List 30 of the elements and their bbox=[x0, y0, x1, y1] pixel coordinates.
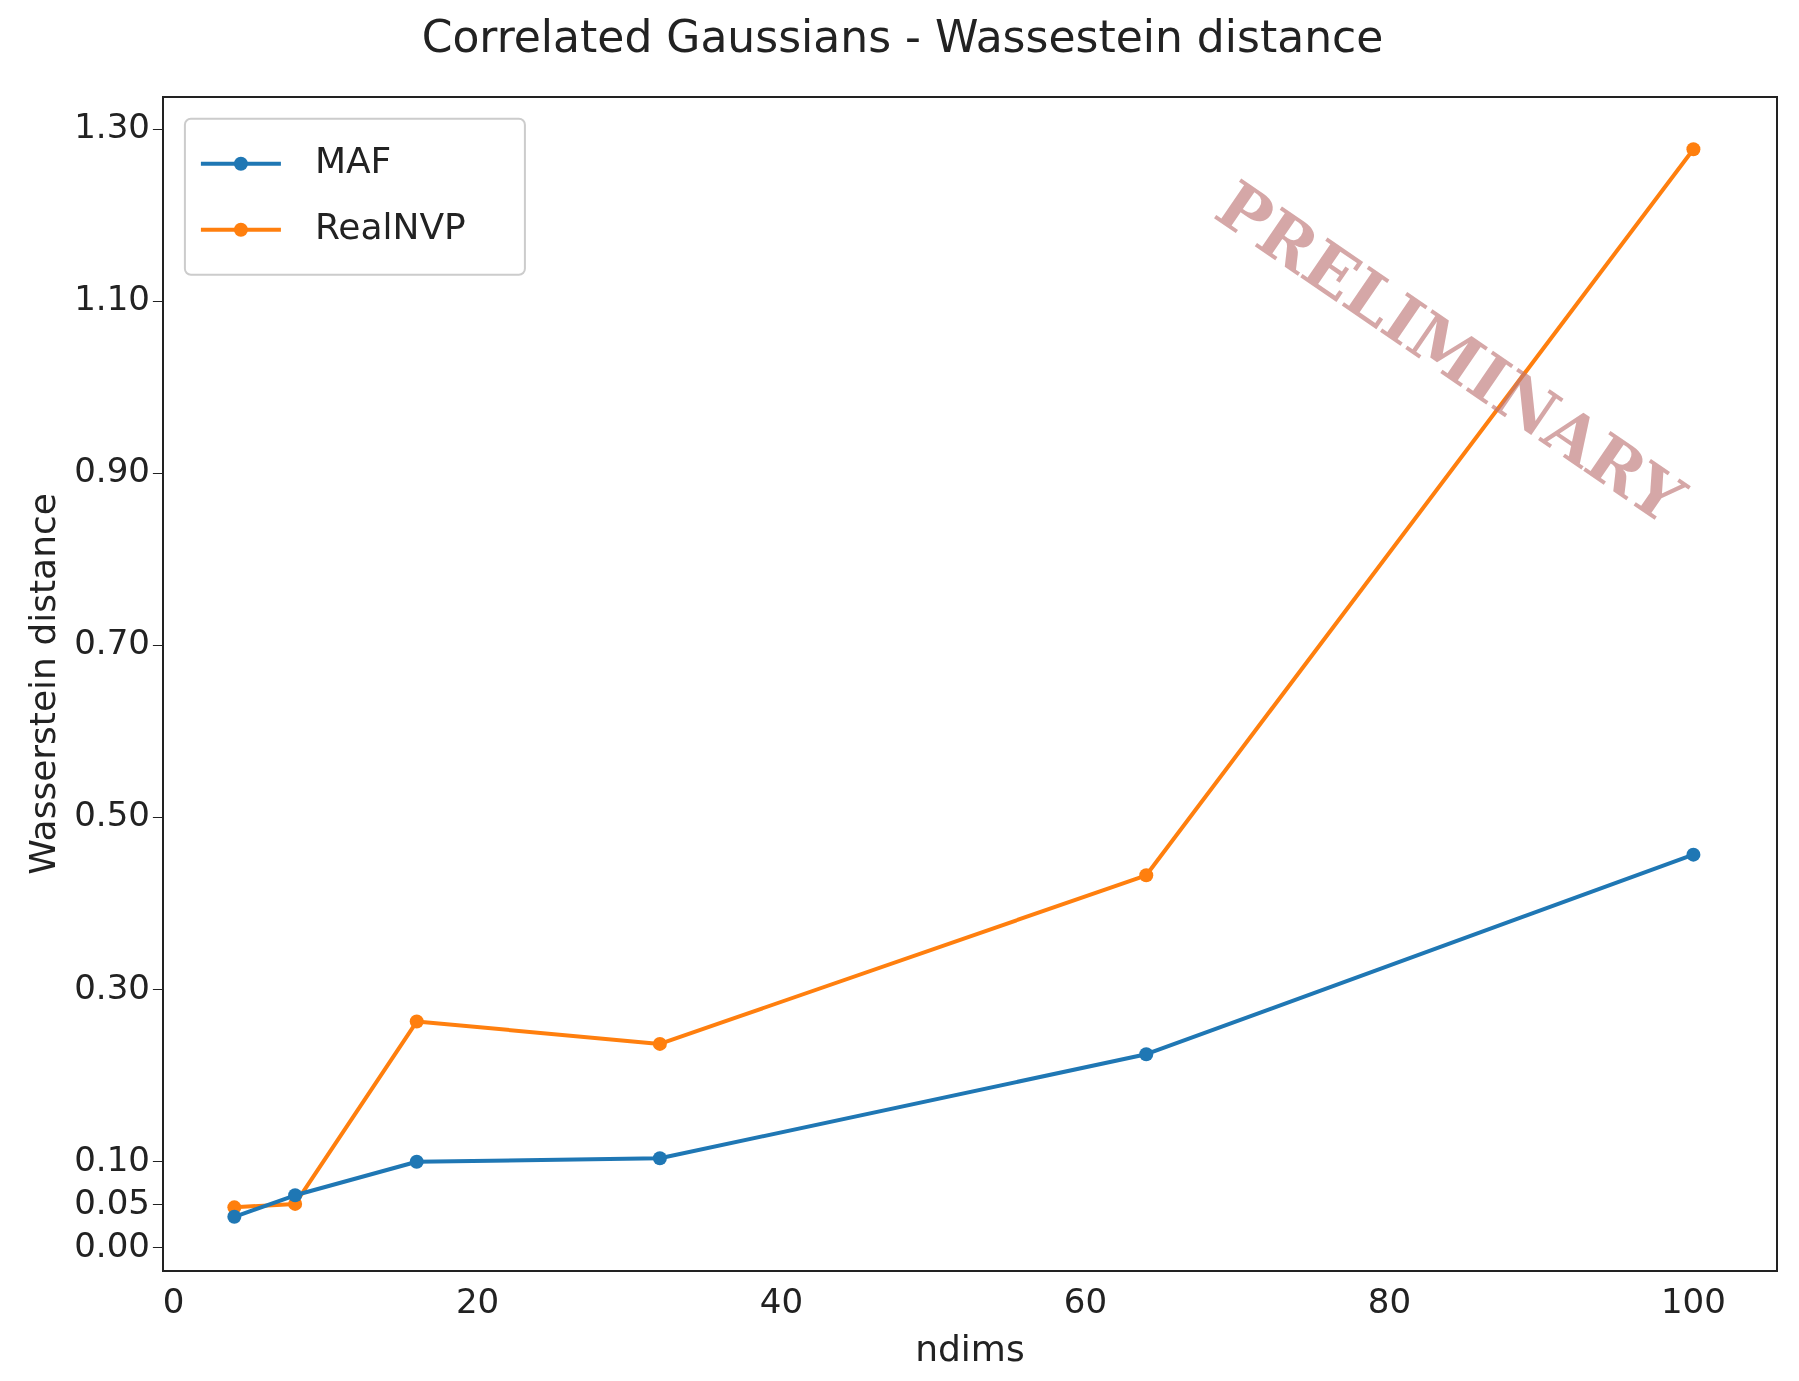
y-tick-label: 0.10 bbox=[74, 1138, 150, 1179]
chart-title: Correlated Gaussians - Wassestein distance bbox=[421, 10, 1384, 62]
point bbox=[227, 1209, 242, 1224]
y-tick-label: 0.05 bbox=[74, 1181, 150, 1222]
point bbox=[1686, 847, 1701, 862]
point bbox=[1139, 868, 1154, 883]
point bbox=[1686, 142, 1701, 157]
x-axis-title: ndims bbox=[915, 1327, 1025, 1369]
x-tick-label: 60 bbox=[1063, 1281, 1108, 1322]
point bbox=[652, 1036, 667, 1051]
y-tick-label: 1.10 bbox=[74, 278, 150, 319]
legend-label: MAF bbox=[314, 140, 392, 182]
y-tick-label: 0.50 bbox=[74, 794, 150, 835]
x-tick-label: 0 bbox=[162, 1281, 185, 1322]
point bbox=[652, 1151, 667, 1166]
y-tick-label: 0.70 bbox=[74, 622, 150, 663]
point bbox=[409, 1154, 424, 1169]
x-tick-label: 100 bbox=[1660, 1281, 1726, 1322]
x-tick-label: 20 bbox=[455, 1281, 500, 1322]
legend-label: RealNVP bbox=[314, 206, 466, 248]
y-tick-label: 0.00 bbox=[74, 1224, 150, 1265]
point bbox=[288, 1188, 303, 1203]
y-tick-label: 0.30 bbox=[74, 966, 150, 1007]
y-tick-label: 0.90 bbox=[74, 450, 150, 491]
point bbox=[1139, 1047, 1154, 1062]
y-axis-title: Wasserstein distance bbox=[21, 493, 63, 875]
y-tick-label: 1.30 bbox=[74, 106, 150, 147]
x-tick-label: 40 bbox=[759, 1281, 804, 1322]
x-tick-label: 80 bbox=[1367, 1281, 1412, 1322]
point bbox=[409, 1014, 424, 1029]
